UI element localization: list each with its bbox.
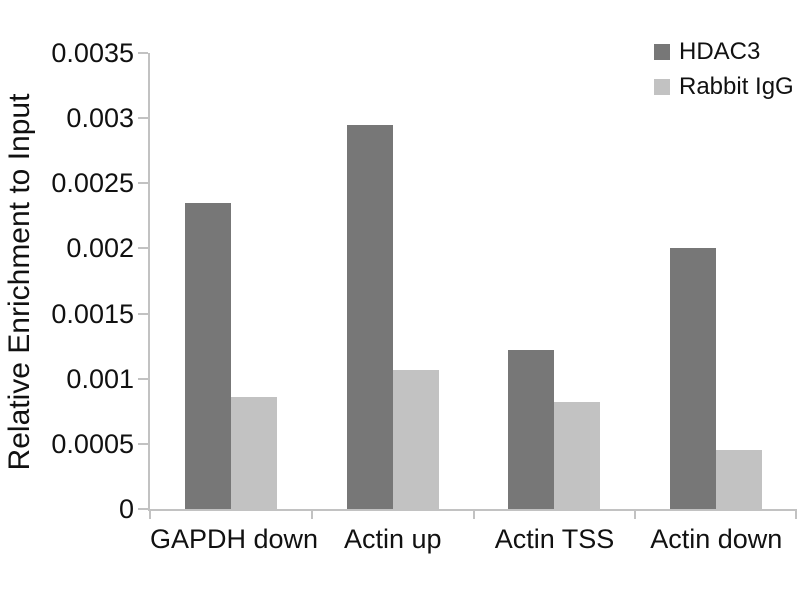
- legend-label-rabbit-igg: Rabbit IgG: [679, 73, 794, 100]
- y-tick-mark-0: [138, 508, 148, 510]
- legend-item-rabbit-igg: Rabbit IgG: [654, 73, 794, 101]
- y-tick-label-0.0025: 0.0025: [51, 168, 134, 199]
- legend-item-hdac3: HDAC3: [654, 38, 794, 66]
- bar-hdac3-actin-down: [670, 248, 717, 509]
- bar-hdac3-actin-tss: [508, 350, 555, 509]
- y-tick-label-0.003: 0.003: [66, 103, 134, 134]
- y-tick-label-0.0005: 0.0005: [51, 428, 134, 459]
- y-tick-label-0.0015: 0.0015: [51, 298, 134, 329]
- y-tick-mark-0.0015: [138, 312, 148, 315]
- x-category-label-actin-down: Actin down: [650, 524, 783, 554]
- y-tick-mark-0.002: [138, 247, 148, 250]
- x-category-label-gapdh-down: GAPDH down: [150, 524, 319, 554]
- x-tick-mark-1: [310, 511, 313, 519]
- x-tick-mark-3: [634, 511, 637, 519]
- bar-hdac3-gapdh-down: [184, 202, 231, 509]
- legend-label-hdac3: HDAC3: [679, 38, 761, 65]
- x-category-label-actin-tss: Actin TSS: [494, 524, 615, 554]
- y-tick-mark-0.0005: [138, 442, 148, 445]
- y-tick-mark-0.0025: [138, 182, 148, 185]
- bar-rabbit-igg-actin-up: [392, 369, 439, 509]
- y-tick-label-0.001: 0.001: [66, 363, 134, 394]
- x-tick-mark-2: [472, 511, 475, 519]
- y-tick-mark-0.001: [138, 377, 148, 380]
- y-axis-title: Relative Enrichment to Input: [3, 93, 36, 471]
- legend-swatch-hdac3: [654, 44, 670, 60]
- legend-swatch-rabbit-igg: [654, 79, 670, 95]
- y-tick-label-0.0035: 0.0035: [51, 38, 134, 68]
- x-tick-mark-0: [149, 511, 151, 519]
- y-tick-label-0.002: 0.002: [66, 233, 134, 264]
- x-category-label-actin-up: Actin up: [343, 524, 442, 554]
- bar-hdac3-actin-up: [346, 124, 393, 509]
- y-tick-label-0: 0: [118, 494, 134, 524]
- legend: HDAC3 Rabbit IgG: [654, 38, 794, 108]
- x-tick-mark-4: [795, 511, 797, 519]
- y-tick-mark-0.003: [138, 117, 148, 120]
- bar-rabbit-igg-actin-tss: [554, 402, 601, 509]
- plot-area: [138, 52, 797, 519]
- y-tick-mark-0.0035: [138, 52, 148, 54]
- bar-rabbit-igg-actin-down: [716, 450, 763, 509]
- bar-rabbit-igg-gapdh-down: [230, 396, 277, 509]
